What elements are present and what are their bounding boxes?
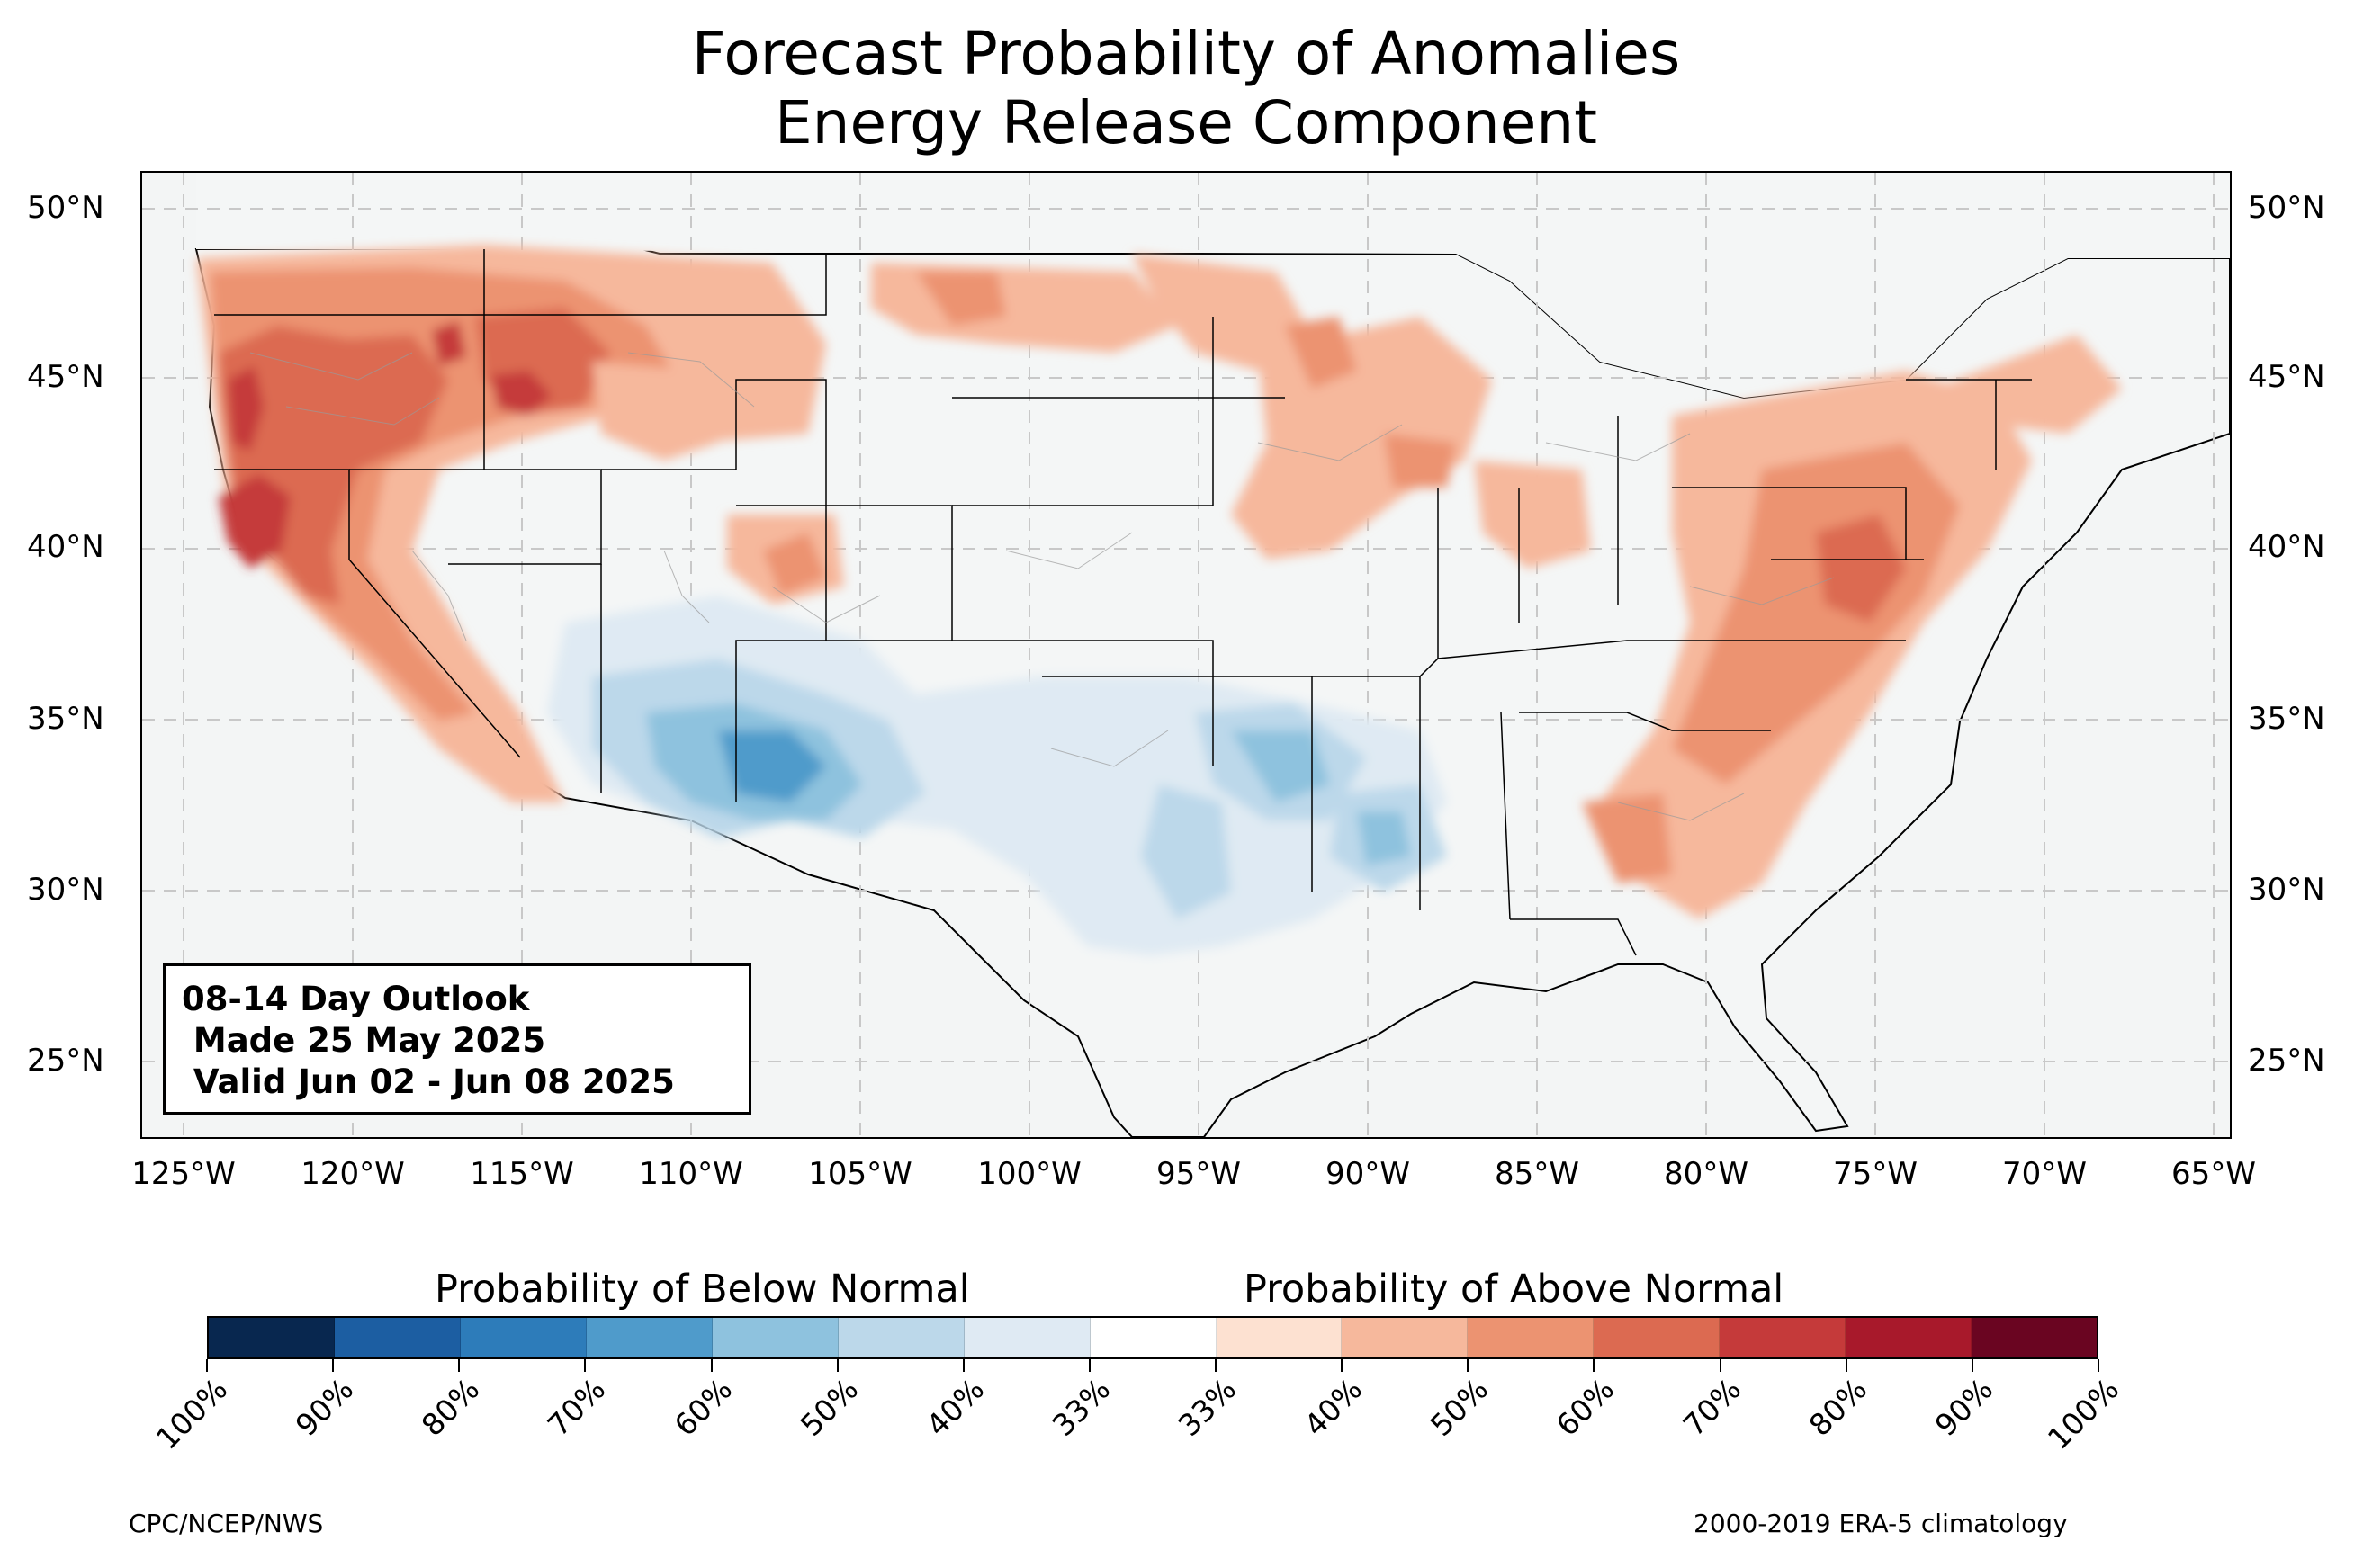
- lat-label-right-35: 35°N: [2248, 701, 2325, 737]
- colorbar-below-label: Probability of Below Normal: [435, 1267, 970, 1312]
- colorbar-tick-label-10: 50%: [1424, 1371, 1496, 1444]
- colorbar-tick-label-6: 40%: [919, 1371, 991, 1444]
- county-lines: [249, 352, 1835, 821]
- outlook-valid-range: Valid Jun 02 - Jun 08 2025: [182, 1062, 675, 1101]
- colorbar-tick-1: [332, 1359, 335, 1372]
- colorbar-cell-0: [209, 1318, 335, 1357]
- lon-label-80w: 80°W: [1664, 1156, 1748, 1192]
- probability-colorbar: [207, 1316, 2098, 1359]
- chart-title-line-1: Forecast Probability of Anomalies: [691, 19, 1681, 88]
- colorbar-tick-7: [1088, 1359, 1091, 1372]
- colorbar-above-label: Probability of Above Normal: [1244, 1267, 1784, 1312]
- lon-label-65w: 65°W: [2171, 1156, 2256, 1192]
- below-normal-shading: [547, 596, 1447, 955]
- lat-label-right-25: 25°N: [2248, 1043, 2325, 1079]
- colorbar-tick-2: [458, 1359, 461, 1372]
- lon-label-95w: 95°W: [1156, 1156, 1241, 1192]
- colorbar-tick-15: [2098, 1359, 2099, 1372]
- lon-label-110w: 110°W: [639, 1156, 743, 1192]
- colorbar-cell-9: [1342, 1318, 1469, 1357]
- colorbar-tick-label-7: 33%: [1045, 1371, 1118, 1444]
- colorbar-cell-4: [712, 1318, 839, 1357]
- colorbar-tick-label-13: 80%: [1801, 1371, 1873, 1444]
- lon-label-115w: 115°W: [470, 1156, 574, 1192]
- chart-title-line-2: Energy Release Component: [774, 88, 1598, 157]
- lat-label-left-40: 40°N: [27, 529, 104, 565]
- colorbar-tick-8: [1215, 1359, 1217, 1372]
- lon-label-90w: 90°W: [1325, 1156, 1410, 1192]
- colorbar-tick-label-11: 60%: [1550, 1371, 1622, 1444]
- canada-region: [196, 173, 2230, 398]
- outlook-info-box: 08-14 Day Outlook Made 25 May 2025 Valid…: [163, 963, 751, 1115]
- lat-label-left-25: 25°N: [27, 1043, 104, 1079]
- colorbar-cell-11: [1594, 1318, 1721, 1357]
- colorbar-tick-0: [206, 1359, 208, 1372]
- colorbar-tick-6: [962, 1359, 965, 1372]
- colorbar-cell-13: [1846, 1318, 1972, 1357]
- colorbar-cell-6: [964, 1318, 1091, 1357]
- colorbar-tick-12: [1719, 1359, 1721, 1372]
- colorbar-cell-5: [838, 1318, 965, 1357]
- colorbar-cell-10: [1468, 1318, 1595, 1357]
- colorbar-tick-label-0: 100%: [148, 1371, 235, 1456]
- colorbar-tick-label-14: 90%: [1927, 1371, 2000, 1444]
- lat-label-left-50: 50°N: [27, 190, 104, 226]
- lat-label-left-30: 30°N: [27, 872, 104, 908]
- lon-label-85w: 85°W: [1495, 1156, 1579, 1192]
- colorbar-cell-3: [586, 1318, 713, 1357]
- above-normal-shading: [196, 245, 2122, 919]
- colorbar-cell-8: [1216, 1318, 1343, 1357]
- colorbar-tick-label-8: 33%: [1171, 1371, 1244, 1444]
- colorbar-tick-5: [836, 1359, 839, 1372]
- colorbar-cell-7: [1090, 1318, 1217, 1357]
- footer-climatology: 2000-2019 ERA-5 climatology: [1694, 1509, 2068, 1538]
- lat-label-right-45: 45°N: [2248, 359, 2325, 395]
- lon-label-70w: 70°W: [2002, 1156, 2087, 1192]
- colorbar-tick-label-15: 100%: [2040, 1371, 2126, 1456]
- outlook-period: 08-14 Day Outlook: [182, 980, 530, 1018]
- colorbar-tick-label-4: 60%: [667, 1371, 739, 1444]
- colorbar-tick-11: [1593, 1359, 1595, 1372]
- outlook-made-date: Made 25 May 2025: [182, 1021, 546, 1060]
- lon-label-120w: 120°W: [301, 1156, 405, 1192]
- colorbar-tick-label-1: 90%: [288, 1371, 361, 1444]
- colorbar-tick-label-2: 80%: [414, 1371, 487, 1444]
- lat-label-right-30: 30°N: [2248, 872, 2325, 908]
- lon-label-105w: 105°W: [808, 1156, 912, 1192]
- lat-label-left-45: 45°N: [27, 359, 104, 395]
- colorbar-tick-10: [1467, 1359, 1469, 1372]
- colorbar-tick-3: [584, 1359, 587, 1372]
- colorbar-tick-9: [1341, 1359, 1343, 1372]
- lat-label-right-40: 40°N: [2248, 529, 2325, 565]
- colorbar-cell-2: [460, 1318, 587, 1357]
- lon-label-125w: 125°W: [131, 1156, 236, 1192]
- lat-label-left-35: 35°N: [27, 701, 104, 737]
- state-borders: [214, 249, 2032, 956]
- colorbar-tick-14: [1971, 1359, 1973, 1372]
- colorbar-tick-label-9: 40%: [1297, 1371, 1370, 1444]
- colorbar-tick-4: [710, 1359, 713, 1372]
- lon-label-75w: 75°W: [1833, 1156, 1918, 1192]
- colorbar-tick-13: [1845, 1359, 1847, 1372]
- colorbar-cell-14: [1972, 1318, 2098, 1357]
- colorbar-tick-label-12: 70%: [1676, 1371, 1748, 1444]
- lon-label-100w: 100°W: [977, 1156, 1082, 1192]
- lat-label-right-50: 50°N: [2248, 190, 2325, 226]
- colorbar-cell-1: [334, 1318, 461, 1357]
- footer-source: CPC/NCEP/NWS: [129, 1509, 324, 1538]
- colorbar-cell-12: [1720, 1318, 1846, 1357]
- colorbar-tick-label-5: 50%: [793, 1371, 865, 1444]
- colorbar-tick-label-3: 70%: [541, 1371, 613, 1444]
